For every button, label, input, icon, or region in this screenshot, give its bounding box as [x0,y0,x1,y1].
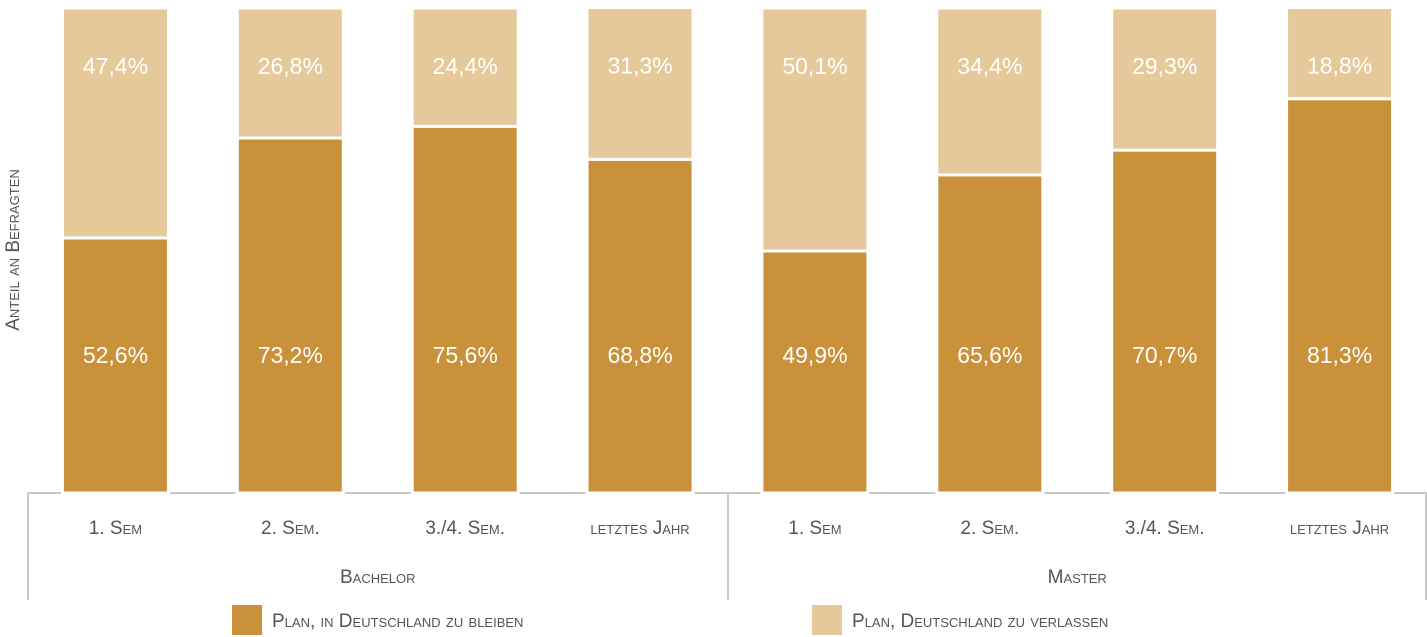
y-axis-label: Anteil an Befragten [3,169,24,331]
group-label: Bachelor [340,567,416,588]
value-label: 70,7% [1132,342,1197,368]
value-label: 52,6% [83,342,148,368]
bar-segment [585,6,695,161]
value-label: 68,8% [607,342,672,368]
bar-segment [760,6,870,253]
bar-segment [585,157,695,495]
bar-segment [1285,97,1395,495]
x-tick-label: letztes Jahr [590,518,689,539]
value-label: 34,4% [957,53,1022,79]
legend-swatch [812,605,842,635]
bar-segment [410,124,520,495]
x-tick-label: 2. Sem. [961,518,1020,539]
value-label: 73,2% [258,342,323,368]
value-label: 47,4% [83,53,148,79]
bar-segment [235,6,345,140]
value-label: 65,6% [957,342,1022,368]
value-label: 50,1% [782,53,847,79]
value-label: 49,9% [782,342,847,368]
value-label: 26,8% [258,53,323,79]
bar-segment [60,236,170,495]
bar-segment [60,6,170,240]
x-tick-label: 3./4. Sem. [425,518,505,539]
x-tick-label: 2. Sem. [261,518,320,539]
bar-segment [1110,148,1220,495]
legend-swatch [232,605,262,635]
value-label: 24,4% [433,53,498,79]
x-tick-label: 3./4. Sem. [1125,518,1205,539]
bar-segment [935,6,1045,177]
x-tick-label: 1. Sem [788,518,841,539]
value-label: 18,8% [1307,53,1372,79]
bar-segment [410,6,520,128]
value-label: 81,3% [1307,342,1372,368]
bar-segment [1285,6,1395,101]
bar-segment [760,249,870,495]
group-label: Master [1048,567,1107,588]
value-label: 29,3% [1132,53,1197,79]
legend-label: Plan, Deutschland zu verlassen [852,611,1108,632]
legend-label: Plan, in Deutschland zu bleiben [272,611,523,632]
bar-segment [935,173,1045,495]
bar-segment [235,136,345,495]
value-label: 75,6% [433,342,498,368]
x-tick-label: letztes Jahr [1290,518,1389,539]
x-tick-label: 1. Sem [89,518,142,539]
value-label: 31,3% [607,53,672,79]
bar-segment [1110,6,1220,152]
